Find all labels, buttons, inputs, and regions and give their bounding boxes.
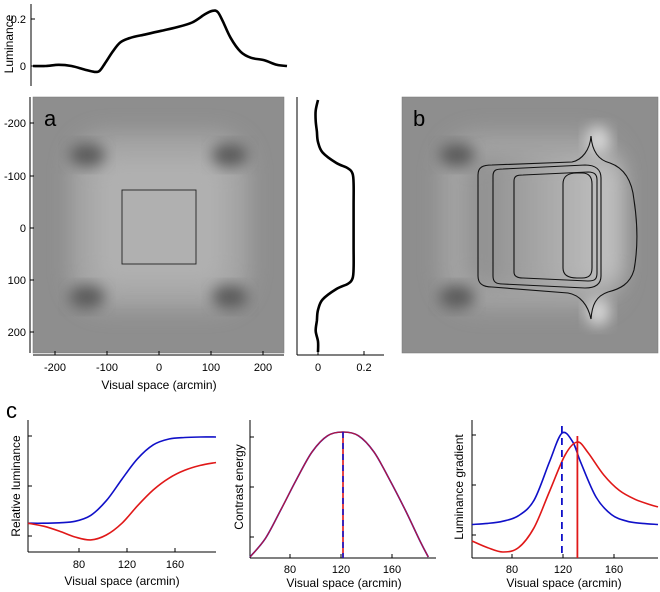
a-y-tick-label-3: 0 <box>20 223 26 235</box>
central-square-outline <box>121 189 197 265</box>
c3-y-axis-label: Luminance gradient <box>452 434 466 540</box>
contour-inner <box>562 172 593 279</box>
panel-b: b <box>401 96 659 354</box>
side-x-tick-label-0: 0 <box>315 362 321 374</box>
panel-b-frame <box>401 96 659 354</box>
top-y-axis-label: Luminance <box>2 14 16 73</box>
c3-x-tick-label-160: 160 <box>605 564 623 576</box>
top-luminance-curve <box>32 9 288 74</box>
c1-x-axis-label: Visual space (arcmin) <box>64 574 179 588</box>
c2-x-tick-label-120: 120 <box>332 564 350 576</box>
panel-letter-c: c <box>6 398 17 423</box>
c2-x-tick-label-80: 80 <box>284 564 296 576</box>
a-x-tick-label-4: 100 <box>202 362 220 374</box>
c1-red-curve <box>27 461 217 541</box>
panel-a-x-axis-label: Visual space (arcmin) <box>101 378 216 392</box>
side-luminance-plot: 0 0.2 <box>296 97 384 374</box>
panel-c1: 80 120 160 Visual space (arcmin) Relativ… <box>9 420 217 588</box>
contour-3 <box>513 171 598 282</box>
a-y-tick-label-2: -100 <box>4 171 26 183</box>
a-x-tick-label-1: -200 <box>44 362 66 374</box>
c2-blue-curve <box>249 431 430 558</box>
side-luminance-curve <box>314 99 355 353</box>
c2-x-tick-label-160: 160 <box>383 564 401 576</box>
c3-x-tick-label-120: 120 <box>554 564 572 576</box>
c1-x-tick-label-160: 160 <box>166 559 184 571</box>
a-x-tick-label-5: 200 <box>254 362 272 374</box>
c1-y-axis-label: Relative luminance <box>9 435 23 537</box>
a-y-tick-label-1: -200 <box>4 118 26 130</box>
a-y-tick-label-5: 200 <box>8 327 26 339</box>
panel-b-contours <box>477 135 638 320</box>
top-y-tick-label-0: 0 <box>20 61 26 73</box>
top-luminance-plot: 0 0.2 Luminance <box>2 4 288 86</box>
panel-b-stimulus <box>402 97 658 353</box>
a-y-tick-label-4: 100 <box>8 275 26 287</box>
c1-x-tick-label-80: 80 <box>73 559 85 571</box>
c3-x-tick-label-80: 80 <box>506 564 518 576</box>
c1-x-tick-label-120: 120 <box>118 559 136 571</box>
c2-x-axis-label: Visual space (arcmin) <box>286 576 401 590</box>
panel-a-x-ticks: -200 -100 0 100 200 <box>44 351 272 374</box>
c3-red-curve <box>471 441 659 553</box>
panel-letter-a: a <box>44 106 57 131</box>
contour-2 <box>492 164 602 289</box>
panel-a-y-ticks: -200 -100 0 100 200 <box>4 118 34 339</box>
panel-a-stimulus <box>33 97 284 353</box>
panel-c2: 80 120 160 Visual space (arcmin) Contras… <box>232 420 436 590</box>
c1-blue-curve <box>27 436 217 525</box>
c2-y-axis-label: Contrast energy <box>232 444 246 529</box>
c2-red-curve <box>249 431 429 558</box>
a-x-tick-label-3: 0 <box>156 362 162 374</box>
panel-c3: 80 120 160 Visual space (arcmin) Luminan… <box>452 420 659 590</box>
contour-outer <box>477 135 638 320</box>
a-x-tick-label-2: -100 <box>96 362 118 374</box>
c3-blue-curve <box>471 431 659 526</box>
side-x-tick-label-0.2: 0.2 <box>356 362 371 374</box>
panel-a: a -200 -100 0 100 200 -200 -100 0 100 20… <box>4 96 285 392</box>
top-y-tick-label-0.2: 0.2 <box>11 14 26 26</box>
c3-x-axis-label: Visual space (arcmin) <box>506 576 621 590</box>
panel-letter-b: b <box>413 106 425 131</box>
